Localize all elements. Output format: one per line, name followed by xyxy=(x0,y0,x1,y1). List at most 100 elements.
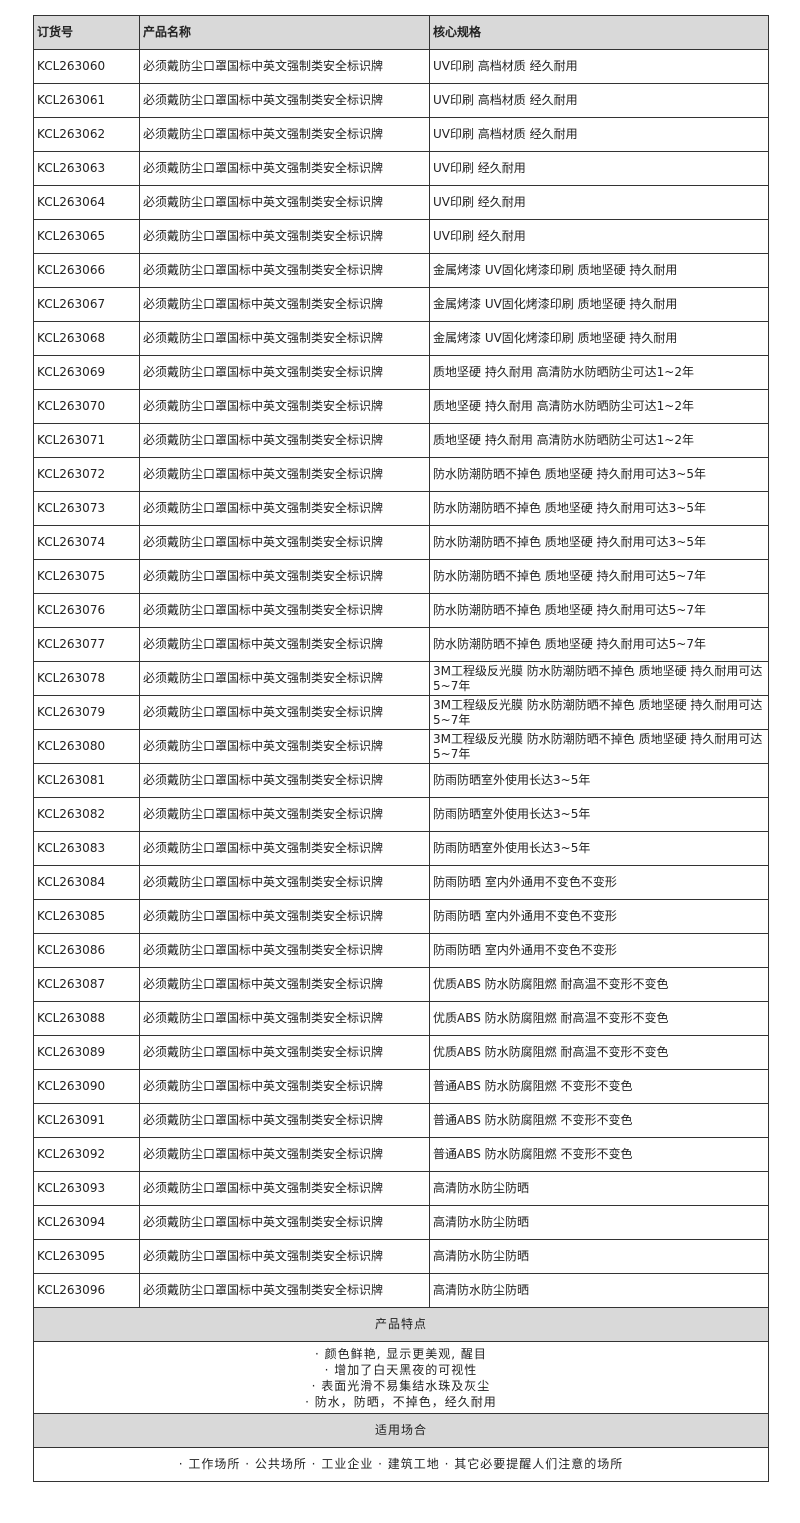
spec-cell: 高清防水防尘防晒 xyxy=(429,1273,769,1308)
code-cell: KCL263092 xyxy=(33,1137,140,1172)
name-cell: 必须戴防尘口罩国标中英文强制类安全标识牌 xyxy=(139,559,430,594)
spec-cell: 防水防潮防晒不掉色 质地坚硬 持久耐用可达3~5年 xyxy=(429,457,769,492)
code-cell: KCL263095 xyxy=(33,1239,140,1274)
name-cell: 必须戴防尘口罩国标中英文强制类安全标识牌 xyxy=(139,287,430,322)
name-cell: 必须戴防尘口罩国标中英文强制类安全标识牌 xyxy=(139,967,430,1002)
name-cell: 必须戴防尘口罩国标中英文强制类安全标识牌 xyxy=(139,151,430,186)
table-row: KCL263089 必须戴防尘口罩国标中英文强制类安全标识牌 优质ABS 防水防腐阻… xyxy=(33,1035,769,1070)
name-cell: 必须戴防尘口罩国标中英文强制类安全标识牌 xyxy=(139,1239,430,1274)
code-cell: KCL263089 xyxy=(33,1035,140,1070)
code-cell: KCL263066 xyxy=(33,253,140,288)
spec-cell: 防雨防晒 室内外通用不变色不变形 xyxy=(429,933,769,968)
feature-item: · 表面光滑不易集结水珠及灰尘 xyxy=(311,1378,491,1393)
spec-cell: 质地坚硬 持久耐用 高清防水防晒防尘可达1~2年 xyxy=(429,423,769,458)
usage-title: 适用场合 xyxy=(33,1413,769,1448)
code-cell: KCL263086 xyxy=(33,933,140,968)
name-cell: 必须戴防尘口罩国标中英文强制类安全标识牌 xyxy=(139,321,430,356)
name-cell: 必须戴防尘口罩国标中英文强制类安全标识牌 xyxy=(139,525,430,560)
table-row: KCL263066 必须戴防尘口罩国标中英文强制类安全标识牌 金属烤漆 UV固化烤漆… xyxy=(33,253,769,288)
table-row: KCL263095 必须戴防尘口罩国标中英文强制类安全标识牌 高清防水防尘防晒 xyxy=(33,1239,769,1274)
table-row: KCL263082 必须戴防尘口罩国标中英文强制类安全标识牌 防雨防晒室外使用长达3… xyxy=(33,797,769,832)
spec-cell: 质地坚硬 持久耐用 高清防水防晒防尘可达1~2年 xyxy=(429,389,769,424)
table-row: KCL263068 必须戴防尘口罩国标中英文强制类安全标识牌 金属烤漆 UV固化烤漆… xyxy=(33,321,769,356)
code-cell: KCL263084 xyxy=(33,865,140,900)
name-cell: 必须戴防尘口罩国标中英文强制类安全标识牌 xyxy=(139,763,430,798)
name-cell: 必须戴防尘口罩国标中英文强制类安全标识牌 xyxy=(139,831,430,866)
name-cell: 必须戴防尘口罩国标中英文强制类安全标识牌 xyxy=(139,933,430,968)
table-row: KCL263085 必须戴防尘口罩国标中英文强制类安全标识牌 防雨防晒 室内外通用不… xyxy=(33,899,769,934)
spec-cell: 3M工程级反光膜 防水防潮防晒不掉色 质地坚硬 持久耐用可达5~7年 xyxy=(429,729,769,764)
spec-cell: UV印刷 经久耐用 xyxy=(429,185,769,220)
spec-cell: 3M工程级反光膜 防水防潮防晒不掉色 质地坚硬 持久耐用可达5~7年 xyxy=(429,695,769,730)
code-cell: KCL263075 xyxy=(33,559,140,594)
spec-cell: 金属烤漆 UV固化烤漆印刷 质地坚硬 持久耐用 xyxy=(429,287,769,322)
table-row: KCL263096 必须戴防尘口罩国标中英文强制类安全标识牌 高清防水防尘防晒 xyxy=(33,1273,769,1308)
code-cell: KCL263091 xyxy=(33,1103,140,1138)
code-cell: KCL263082 xyxy=(33,797,140,832)
code-cell: KCL263096 xyxy=(33,1273,140,1308)
spec-cell: 质地坚硬 持久耐用 高清防水防晒防尘可达1~2年 xyxy=(429,355,769,390)
name-cell: 必须戴防尘口罩国标中英文强制类安全标识牌 xyxy=(139,1103,430,1138)
name-cell: 必须戴防尘口罩国标中英文强制类安全标识牌 xyxy=(139,1035,430,1070)
spec-cell: 金属烤漆 UV固化烤漆印刷 质地坚硬 持久耐用 xyxy=(429,253,769,288)
name-cell: 必须戴防尘口罩国标中英文强制类安全标识牌 xyxy=(139,1273,430,1308)
table-row: KCL263083 必须戴防尘口罩国标中英文强制类安全标识牌 防雨防晒室外使用长达3… xyxy=(33,831,769,866)
table-row: KCL263072 必须戴防尘口罩国标中英文强制类安全标识牌 防水防潮防晒不掉色 质… xyxy=(33,457,769,492)
spec-cell: 防水防潮防晒不掉色 质地坚硬 持久耐用可达3~5年 xyxy=(429,525,769,560)
header-name: 产品名称 xyxy=(139,15,430,50)
table-row: KCL263062 必须戴防尘口罩国标中英文强制类安全标识牌 UV印刷 高档材质 经… xyxy=(33,117,769,152)
spec-cell: 防雨防晒室外使用长达3~5年 xyxy=(429,831,769,866)
usage-text: · 工作场所 · 公共场所 · 工业企业 · 建筑工地 · 其它必要提醒人们注意… xyxy=(33,1447,769,1482)
code-cell: KCL263093 xyxy=(33,1171,140,1206)
code-cell: KCL263094 xyxy=(33,1205,140,1240)
spec-cell: UV印刷 高档材质 经久耐用 xyxy=(429,83,769,118)
spec-cell: UV印刷 高档材质 经久耐用 xyxy=(429,117,769,152)
code-cell: KCL263062 xyxy=(33,117,140,152)
name-cell: 必须戴防尘口罩国标中英文强制类安全标识牌 xyxy=(139,389,430,424)
code-cell: KCL263060 xyxy=(33,49,140,84)
product-spec-table: 订货号 产品名称 核心规格 KCL263060 必须戴防尘口罩国标中英文强制类安全… xyxy=(33,15,769,1482)
table-row: KCL263079 必须戴防尘口罩国标中英文强制类安全标识牌 3M工程级反光膜 防水… xyxy=(33,695,769,730)
name-cell: 必须戴防尘口罩国标中英文强制类安全标识牌 xyxy=(139,117,430,152)
code-cell: KCL263080 xyxy=(33,729,140,764)
name-cell: 必须戴防尘口罩国标中英文强制类安全标识牌 xyxy=(139,253,430,288)
spec-cell: 高清防水防尘防晒 xyxy=(429,1239,769,1274)
table-row: KCL263086 必须戴防尘口罩国标中英文强制类安全标识牌 防雨防晒 室内外通用不… xyxy=(33,933,769,968)
code-cell: KCL263071 xyxy=(33,423,140,458)
features-title: 产品特点 xyxy=(33,1307,769,1342)
feature-item: · 颜色鲜艳, 显示更美观, 醒目 xyxy=(315,1346,487,1361)
name-cell: 必须戴防尘口罩国标中英文强制类安全标识牌 xyxy=(139,899,430,934)
name-cell: 必须戴防尘口罩国标中英文强制类安全标识牌 xyxy=(139,1001,430,1036)
feature-item: · 增加了白天黑夜的可视性 xyxy=(324,1362,478,1377)
spec-cell: 高清防水防尘防晒 xyxy=(429,1171,769,1206)
spec-cell: UV印刷 经久耐用 xyxy=(429,151,769,186)
spec-cell: 防水防潮防晒不掉色 质地坚硬 持久耐用可达3~5年 xyxy=(429,491,769,526)
name-cell: 必须戴防尘口罩国标中英文强制类安全标识牌 xyxy=(139,627,430,662)
name-cell: 必须戴防尘口罩国标中英文强制类安全标识牌 xyxy=(139,457,430,492)
spec-cell: 普通ABS 防水防腐阻燃 不变形不变色 xyxy=(429,1137,769,1172)
code-cell: KCL263079 xyxy=(33,695,140,730)
spec-cell: 优质ABS 防水防腐阻燃 耐高温不变形不变色 xyxy=(429,1035,769,1070)
name-cell: 必须戴防尘口罩国标中英文强制类安全标识牌 xyxy=(139,1069,430,1104)
table-row: KCL263088 必须戴防尘口罩国标中英文强制类安全标识牌 优质ABS 防水防腐阻… xyxy=(33,1001,769,1036)
spec-cell: UV印刷 高档材质 经久耐用 xyxy=(429,49,769,84)
table-row: KCL263076 必须戴防尘口罩国标中英文强制类安全标识牌 防水防潮防晒不掉色 质… xyxy=(33,593,769,628)
table-row: KCL263070 必须戴防尘口罩国标中英文强制类安全标识牌 质地坚硬 持久耐用 高… xyxy=(33,389,769,424)
table-header-row: 订货号 产品名称 核心规格 xyxy=(33,15,769,50)
spec-cell: UV印刷 经久耐用 xyxy=(429,219,769,254)
name-cell: 必须戴防尘口罩国标中英文强制类安全标识牌 xyxy=(139,1137,430,1172)
code-cell: KCL263076 xyxy=(33,593,140,628)
spec-cell: 防雨防晒室外使用长达3~5年 xyxy=(429,763,769,798)
spec-cell: 高清防水防尘防晒 xyxy=(429,1205,769,1240)
header-code: 订货号 xyxy=(33,15,140,50)
table-row: KCL263093 必须戴防尘口罩国标中英文强制类安全标识牌 高清防水防尘防晒 xyxy=(33,1171,769,1206)
name-cell: 必须戴防尘口罩国标中英文强制类安全标识牌 xyxy=(139,219,430,254)
spec-cell: 金属烤漆 UV固化烤漆印刷 质地坚硬 持久耐用 xyxy=(429,321,769,356)
code-cell: KCL263073 xyxy=(33,491,140,526)
table-row: KCL263074 必须戴防尘口罩国标中英文强制类安全标识牌 防水防潮防晒不掉色 质… xyxy=(33,525,769,560)
code-cell: KCL263064 xyxy=(33,185,140,220)
table-row: KCL263065 必须戴防尘口罩国标中英文强制类安全标识牌 UV印刷 经久耐用 xyxy=(33,219,769,254)
code-cell: KCL263083 xyxy=(33,831,140,866)
spec-cell: 防雨防晒 室内外通用不变色不变形 xyxy=(429,899,769,934)
table-row: KCL263075 必须戴防尘口罩国标中英文强制类安全标识牌 防水防潮防晒不掉色 质… xyxy=(33,559,769,594)
